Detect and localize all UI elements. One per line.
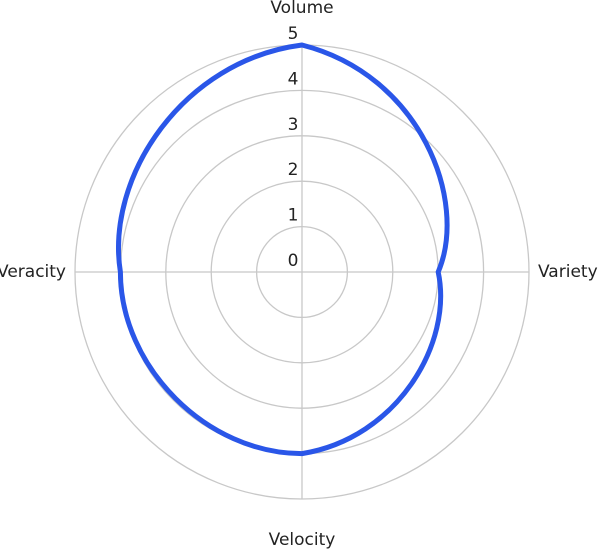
r-tick-label: 0 bbox=[288, 251, 299, 271]
r-tick-label: 2 bbox=[288, 160, 299, 180]
r-tick-label: 1 bbox=[288, 206, 299, 226]
r-tick-label: 5 bbox=[288, 24, 299, 44]
series-line bbox=[116, 42, 450, 457]
axis-label: Volume bbox=[270, 0, 333, 18]
axis-label: Velocity bbox=[269, 530, 336, 550]
axis-label: Variety bbox=[538, 262, 598, 282]
axis-label: Veracity bbox=[0, 262, 66, 282]
r-tick-label: 3 bbox=[288, 115, 299, 135]
r-tick-label: 4 bbox=[288, 69, 299, 89]
